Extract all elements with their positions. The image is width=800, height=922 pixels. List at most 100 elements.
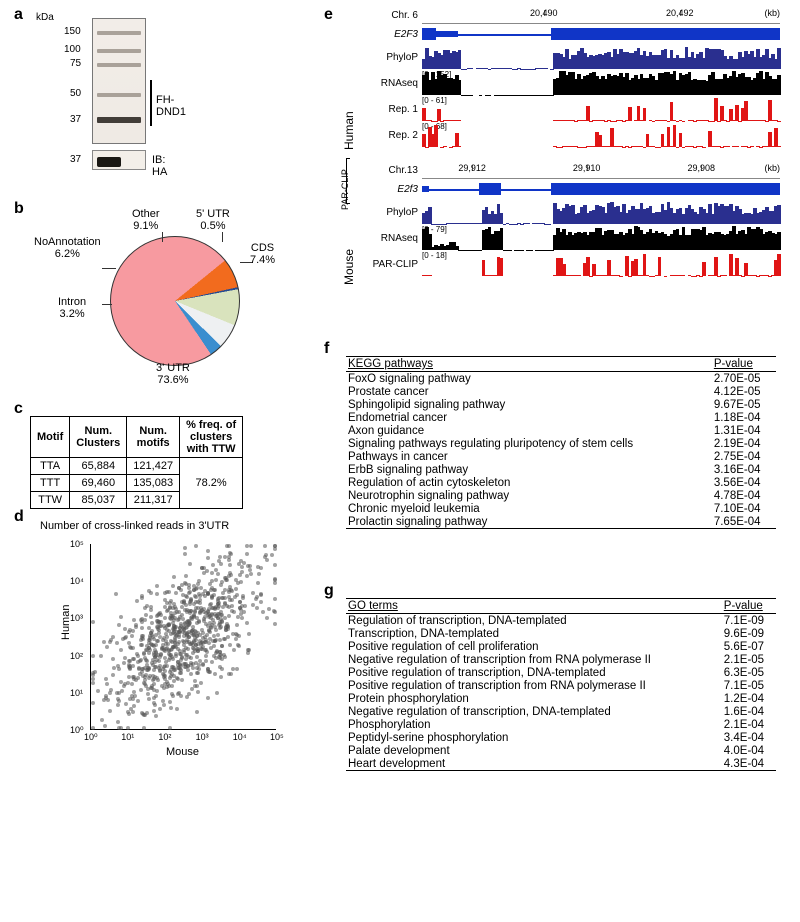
chrom-label: Chr.13 [354, 165, 422, 179]
motif-cell: 69,460 [70, 475, 127, 492]
track-bar [774, 128, 778, 147]
scatter-point [200, 640, 204, 644]
scatter-point [147, 589, 151, 593]
species-human: HumanChr. 620,49020,492(kb)E2F3PhyloPRNA… [344, 10, 780, 147]
track-bar [458, 120, 462, 121]
scatter-point [199, 586, 203, 590]
ib-lane [92, 150, 146, 170]
scatter-axes [90, 544, 276, 730]
scatter-point [248, 564, 252, 568]
scatter-point [219, 613, 223, 617]
pub-term: Peptidyl-serine phosphorylation [346, 731, 722, 744]
scatter-point [172, 624, 176, 628]
scatter-point [273, 597, 277, 601]
scatter-point [142, 726, 146, 730]
scatter-point [184, 574, 188, 578]
scatter-point [205, 569, 209, 573]
scatter-point [208, 637, 212, 641]
scatter-point [188, 562, 192, 566]
scatter-point [214, 568, 218, 572]
exon [422, 186, 429, 192]
scatter-point [261, 610, 265, 614]
scatter-point [162, 673, 166, 677]
scatter-point [267, 607, 271, 611]
scatter-point [130, 682, 134, 686]
scatter-point [273, 563, 277, 567]
scatter-point [126, 726, 130, 730]
scatter-point [183, 581, 187, 585]
track-rep1: Rep. 1[0 - 61] [354, 97, 780, 121]
scatter-point [237, 562, 241, 566]
track-bar [607, 260, 611, 276]
scatter-point [109, 638, 113, 642]
gene-label: E2f3 [354, 184, 422, 195]
motif-cell: 135,083 [127, 475, 180, 492]
scatter-point [91, 677, 95, 681]
pub-pvalue: 1.6E-04 [722, 705, 776, 718]
ytick: 10³ [70, 613, 83, 623]
scatter-point [203, 635, 207, 639]
pub-pvalue: 2.1E-05 [722, 653, 776, 666]
band [97, 31, 141, 35]
gene-model [422, 25, 780, 43]
scatter-point [100, 718, 104, 722]
scatter-point [169, 706, 173, 710]
track-body: [0 - 152] [422, 71, 780, 95]
track-bar [714, 98, 718, 121]
ib-size: 37 [70, 154, 81, 165]
pie-label-5utr: 5' UTR0.5% [196, 208, 230, 232]
track-bar [422, 108, 426, 121]
track-bar [628, 107, 632, 121]
pub-term: FoxO signaling pathway [346, 372, 712, 386]
scatter-point [114, 592, 118, 596]
scatter-point [154, 714, 158, 718]
scatter-point [144, 658, 148, 662]
track-bar [643, 254, 647, 276]
scatter-point [196, 671, 200, 675]
scatter-point [177, 630, 181, 634]
scatter-point [273, 544, 277, 548]
exon [436, 31, 457, 37]
scatter-point [228, 598, 232, 602]
scatter-point [187, 640, 191, 644]
track-name: PhyloP [354, 207, 422, 218]
size-37: 37 [70, 114, 81, 125]
scatter-point [225, 578, 229, 582]
scatter-point [150, 621, 154, 625]
scatter-point [238, 573, 242, 577]
scatter-point [226, 635, 230, 639]
scatter-point [193, 679, 197, 683]
pub-term: Protein phosphorylation [346, 692, 722, 705]
pie-label-noannotation: NoAnnotation6.2% [34, 236, 101, 260]
track-bar [625, 256, 629, 276]
pub-pvalue: 9.67E-05 [712, 398, 776, 411]
scatter-point [165, 664, 169, 668]
track-bar [428, 207, 432, 224]
scatter-point [245, 574, 249, 578]
pub-term: Heart development [346, 757, 722, 771]
scatter-point [219, 675, 223, 679]
pub-term: Phosphorylation [346, 718, 722, 731]
track-bar [702, 262, 706, 276]
scatter-point [111, 673, 115, 677]
scatter-point [189, 661, 193, 665]
scatter-point [127, 712, 131, 716]
scatter-point [146, 692, 150, 696]
pub-term: Prolactin signaling pathway [346, 515, 712, 529]
scatter-point [91, 726, 95, 730]
track-bar [735, 105, 739, 121]
pub-pvalue: 2.19E-04 [712, 437, 776, 450]
scatter-point [174, 607, 178, 611]
scatter-point [162, 686, 166, 690]
track-range: [0 - 61] [422, 96, 447, 105]
xtick: 10⁰ [84, 732, 98, 743]
motif-col: % freq. ofclusterswith TTW [180, 417, 243, 458]
scatter-point [117, 667, 121, 671]
pub-pvalue: 4.78E-04 [712, 489, 776, 502]
track-phylop: PhyloP [354, 200, 780, 224]
scatter-point [257, 572, 261, 576]
scatter-point [245, 544, 249, 548]
scatter-point [115, 641, 119, 645]
band [97, 93, 141, 97]
scatter-point [116, 703, 120, 707]
